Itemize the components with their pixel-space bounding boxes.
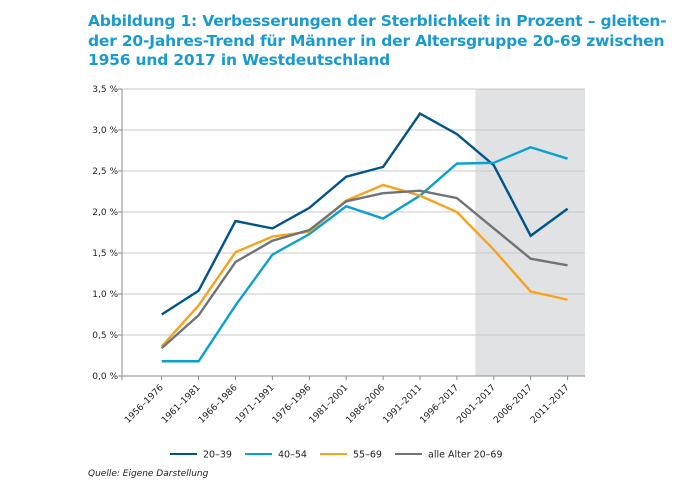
y-tick-label: 0,0 %	[92, 372, 118, 382]
series-line-2	[161, 145, 568, 363]
y-tick-label: 3,0 %	[92, 126, 118, 136]
title-line-2: der 20-Jahres-Trend für Männer in der Al…	[88, 31, 665, 50]
y-tick-label: 0,5 %	[92, 331, 118, 341]
source-note: Quelle: Eigene Darstellung	[88, 469, 209, 479]
series-line-4	[160, 189, 568, 350]
legend-label: 55–69	[353, 450, 382, 461]
legend-label: alle Alter 20–69	[428, 450, 503, 461]
y-tick-label: 1,0 %	[92, 290, 118, 300]
series-line-3	[160, 183, 568, 348]
legend-label: 20–39	[203, 450, 232, 461]
title-line-3: 1956 und 2017 in Westdeutschland	[88, 51, 391, 69]
title-line-1: Abbildung 1: Verbesserungen der Sterblic…	[88, 12, 667, 30]
y-tick-label: 3,5 %	[92, 85, 118, 95]
legend-label: 40–54	[278, 450, 307, 461]
chart-title: Abbildung 1: Verbesserungen der Sterblic…	[88, 12, 667, 71]
y-tick-label: 2,0 %	[92, 208, 118, 218]
y-tick-label: 2,5 %	[92, 167, 118, 177]
series-line-1	[161, 112, 569, 316]
x-tick-label: 2011–2017	[529, 383, 572, 426]
y-tick-label: 1,5 %	[92, 249, 118, 259]
